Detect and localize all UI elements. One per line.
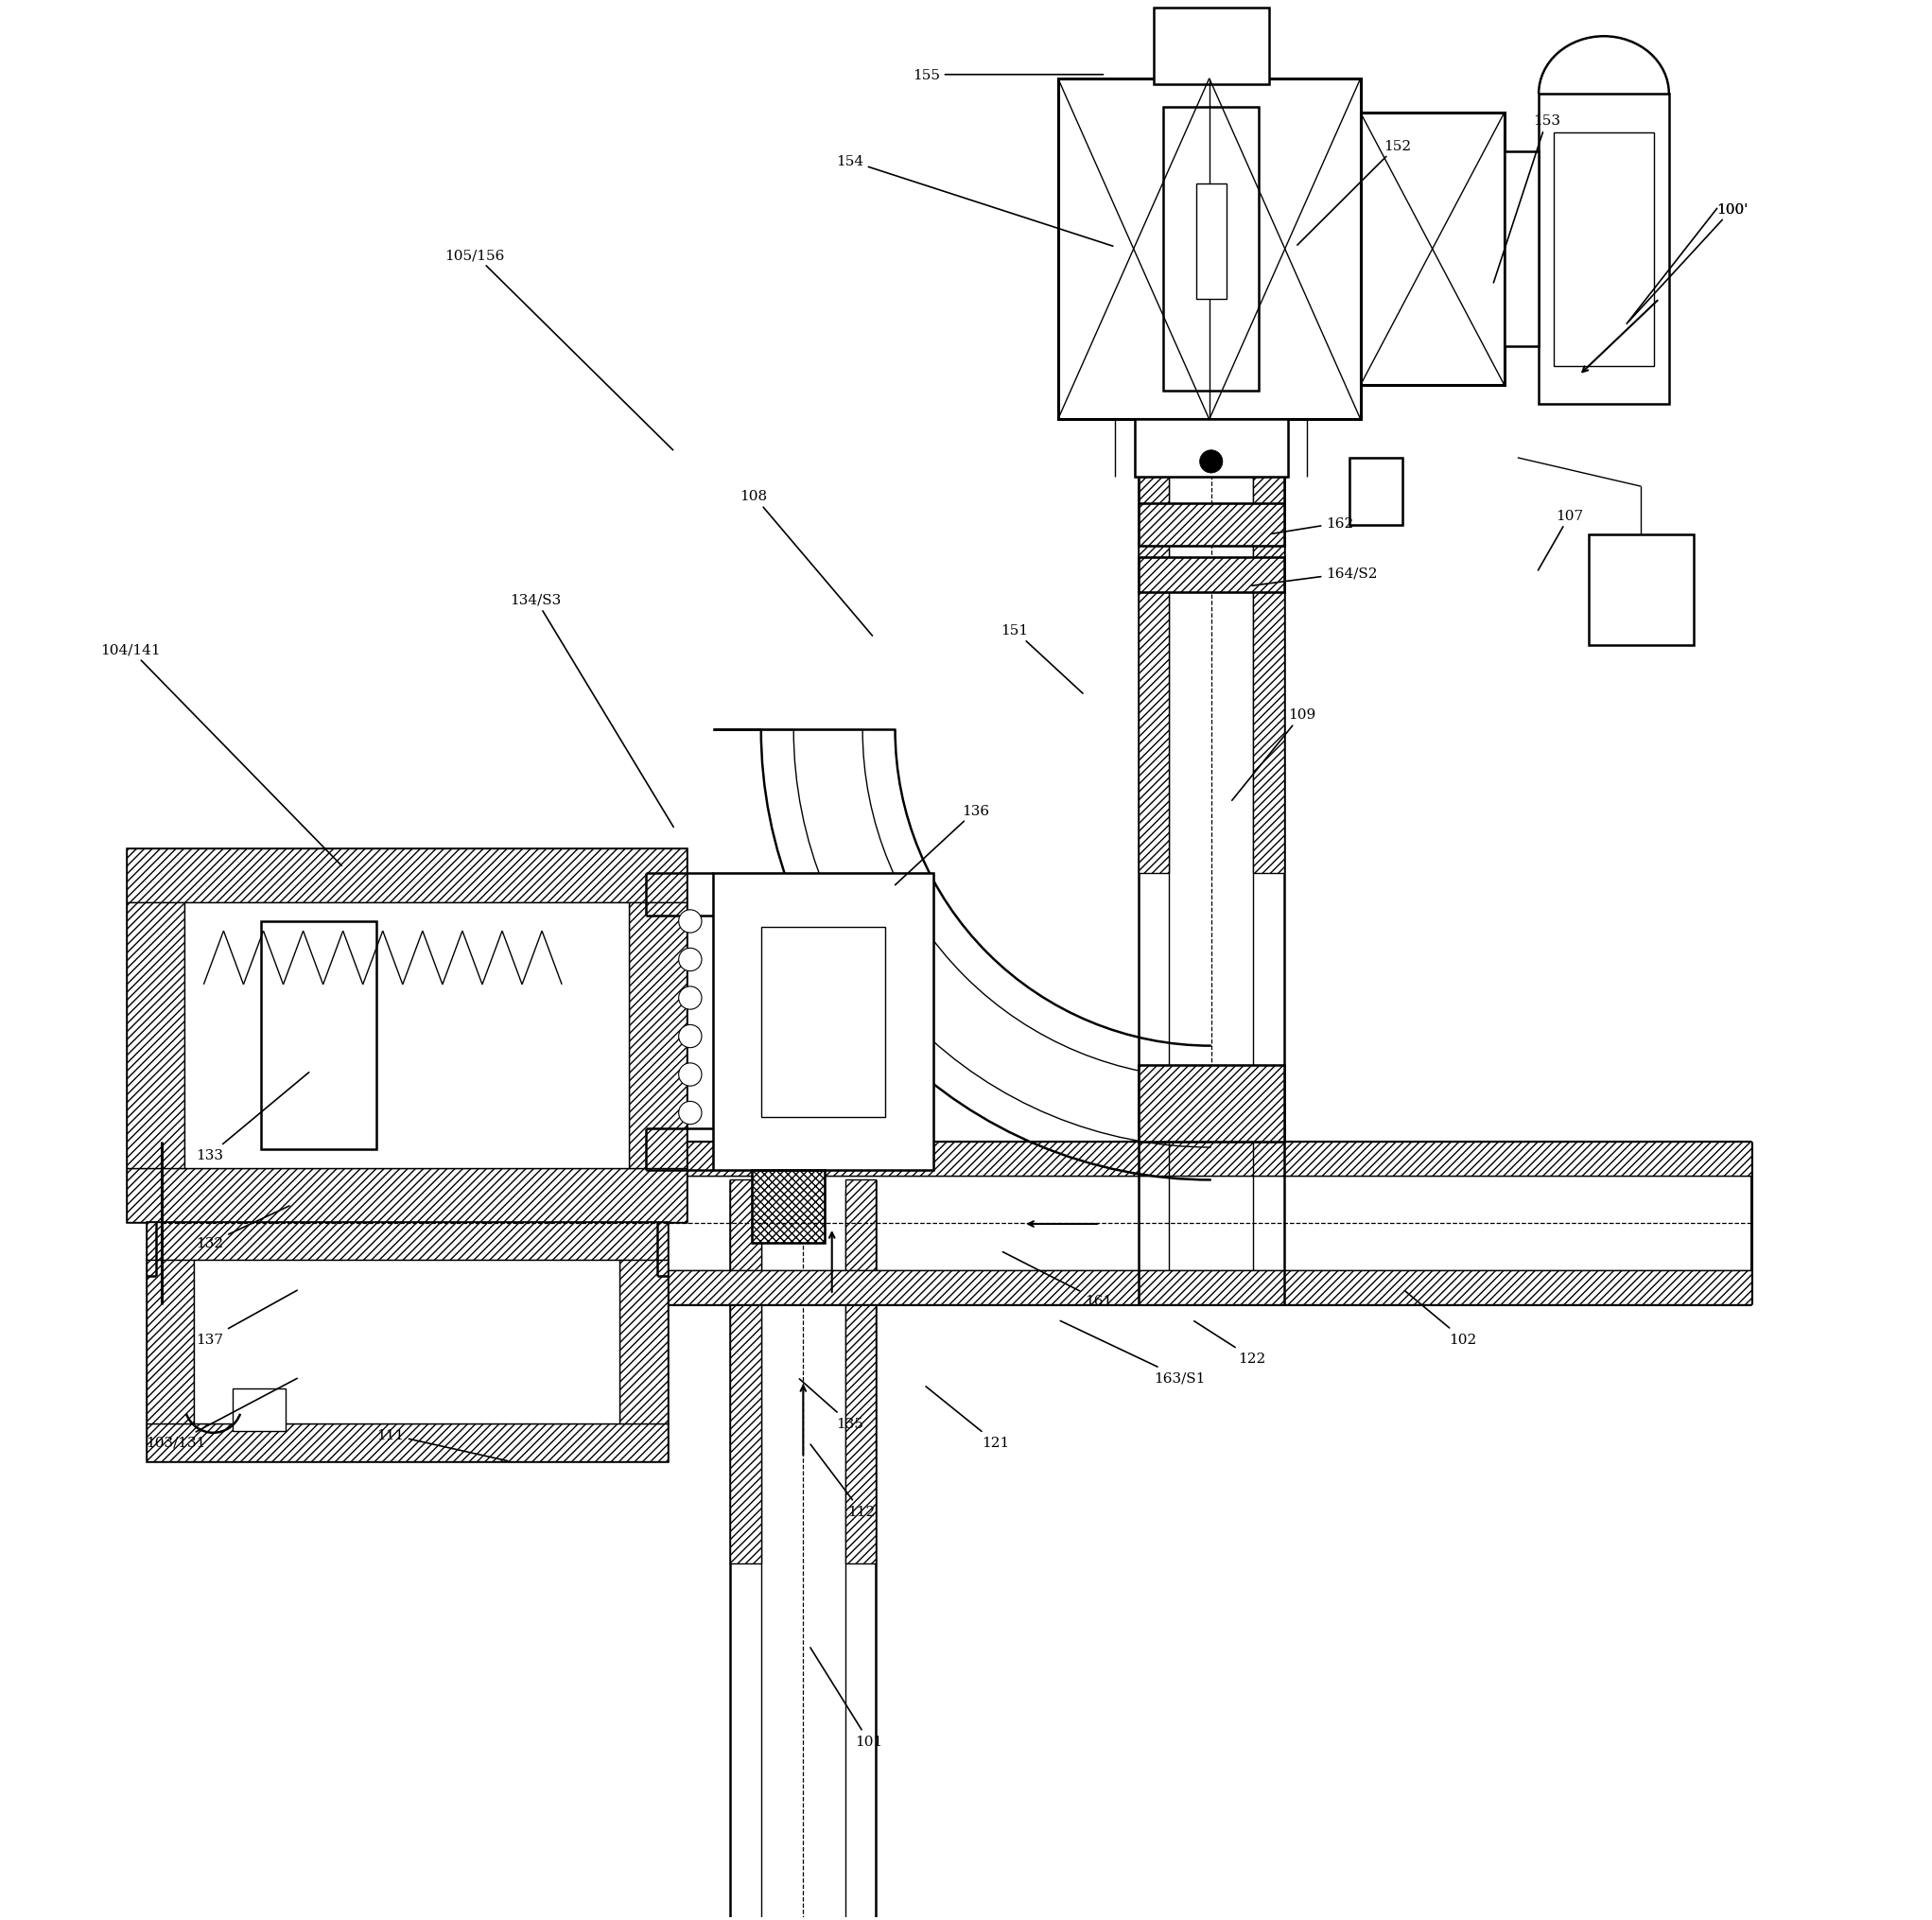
Bar bbox=[1360, 113, 1505, 386]
Bar bbox=[147, 1261, 193, 1423]
Text: 111: 111 bbox=[377, 1428, 508, 1461]
Text: 134/S3: 134/S3 bbox=[510, 593, 674, 828]
Bar bbox=[1588, 536, 1694, 645]
Circle shape bbox=[678, 948, 701, 972]
Bar bbox=[1134, 420, 1289, 478]
Bar bbox=[128, 1169, 686, 1223]
Bar bbox=[713, 874, 933, 1171]
Text: 107: 107 bbox=[1538, 509, 1584, 570]
Bar bbox=[1505, 152, 1538, 348]
Text: 103/131: 103/131 bbox=[147, 1379, 298, 1450]
Text: 152: 152 bbox=[1296, 140, 1410, 246]
Bar bbox=[261, 922, 377, 1150]
Text: 154: 154 bbox=[837, 156, 1113, 248]
Bar bbox=[752, 1171, 825, 1244]
Bar bbox=[1196, 184, 1227, 300]
Text: 109: 109 bbox=[1233, 708, 1316, 801]
Bar bbox=[128, 902, 185, 1169]
Text: 155: 155 bbox=[912, 69, 1103, 83]
Text: 135: 135 bbox=[800, 1379, 864, 1430]
Bar bbox=[1138, 453, 1169, 874]
Text: 153: 153 bbox=[1493, 115, 1561, 284]
Bar bbox=[128, 849, 686, 902]
Text: 133: 133 bbox=[195, 1073, 309, 1162]
Bar bbox=[1138, 559, 1285, 593]
Bar bbox=[1138, 1066, 1285, 1142]
Text: 163/S1: 163/S1 bbox=[1061, 1321, 1206, 1384]
Bar bbox=[232, 1388, 286, 1430]
Circle shape bbox=[678, 910, 701, 933]
Bar bbox=[730, 1181, 761, 1563]
Text: 102: 102 bbox=[1405, 1290, 1476, 1346]
Bar bbox=[1553, 132, 1654, 367]
Bar bbox=[147, 1423, 667, 1461]
Bar bbox=[1153, 8, 1269, 84]
Bar bbox=[147, 1223, 667, 1261]
Text: 122: 122 bbox=[1194, 1321, 1265, 1365]
Bar bbox=[1138, 505, 1285, 547]
Bar bbox=[761, 927, 885, 1117]
Bar bbox=[630, 902, 686, 1169]
Bar bbox=[213, 1281, 601, 1404]
Bar bbox=[713, 874, 933, 927]
Circle shape bbox=[678, 987, 701, 1010]
Text: 112: 112 bbox=[811, 1444, 875, 1519]
Circle shape bbox=[678, 1102, 701, 1125]
Text: 100': 100' bbox=[1629, 204, 1748, 323]
Bar bbox=[1254, 453, 1285, 874]
Bar bbox=[162, 1271, 1750, 1306]
Bar bbox=[1163, 108, 1260, 392]
Text: 121: 121 bbox=[925, 1386, 1009, 1450]
Bar bbox=[1059, 79, 1360, 420]
Bar bbox=[1134, 420, 1289, 478]
Bar bbox=[1349, 459, 1403, 526]
Circle shape bbox=[678, 1025, 701, 1048]
Bar bbox=[185, 902, 630, 1169]
Bar bbox=[713, 927, 761, 1117]
Bar bbox=[147, 1223, 667, 1461]
Text: 137: 137 bbox=[195, 1290, 298, 1346]
Bar bbox=[786, 979, 858, 1085]
Text: 161: 161 bbox=[1003, 1252, 1113, 1308]
Bar bbox=[1138, 1066, 1285, 1142]
Text: 100': 100' bbox=[1718, 204, 1748, 217]
Bar bbox=[1138, 505, 1285, 547]
Text: 164/S2: 164/S2 bbox=[1252, 566, 1378, 586]
Bar bbox=[620, 1261, 667, 1423]
Text: 132: 132 bbox=[195, 1206, 290, 1250]
Bar bbox=[1163, 108, 1260, 392]
Bar bbox=[128, 849, 686, 1223]
Bar bbox=[846, 1181, 875, 1563]
Bar bbox=[193, 1261, 620, 1423]
Bar bbox=[1138, 559, 1285, 593]
Text: 101: 101 bbox=[810, 1647, 883, 1747]
Text: 151: 151 bbox=[1001, 624, 1082, 693]
Circle shape bbox=[1200, 451, 1223, 474]
Text: 136: 136 bbox=[895, 804, 989, 885]
Circle shape bbox=[678, 1064, 701, 1087]
Text: 162: 162 bbox=[1271, 516, 1354, 534]
Text: 108: 108 bbox=[740, 490, 873, 636]
Bar bbox=[713, 1117, 933, 1171]
Bar bbox=[885, 927, 933, 1117]
Bar bbox=[162, 1142, 1750, 1177]
Bar bbox=[1349, 459, 1403, 526]
Bar bbox=[1538, 94, 1669, 405]
Text: 104/141: 104/141 bbox=[100, 643, 342, 866]
Text: 105/156: 105/156 bbox=[444, 250, 672, 451]
Bar bbox=[261, 922, 377, 1150]
Bar bbox=[752, 1171, 825, 1244]
